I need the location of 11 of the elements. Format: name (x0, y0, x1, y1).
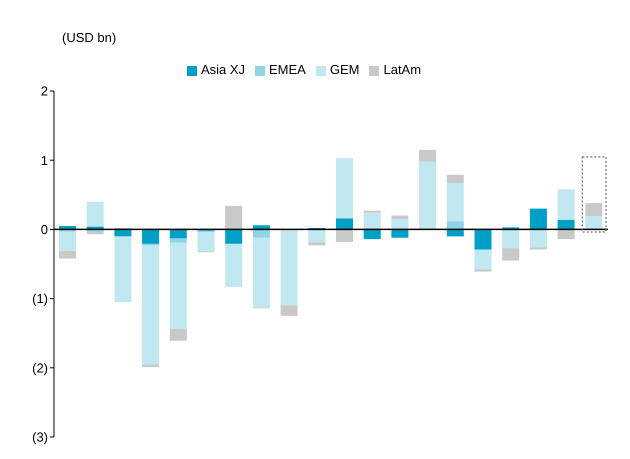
legend-label: LatAm (383, 62, 422, 77)
legend-label: GEM (330, 62, 360, 77)
y-tick-label: (2) (32, 360, 48, 376)
legend-label: Asia XJ (200, 62, 246, 77)
y-tick-label: 2 (40, 84, 48, 99)
y-tick-label: 0 (40, 222, 48, 238)
y-tick-label: 1 (40, 152, 48, 168)
y-axis-title: (USD bn) (62, 30, 116, 45)
y-tick-label: (3) (32, 430, 48, 445)
legend-label: EMEA (269, 62, 306, 77)
y-tick-label: (1) (32, 291, 48, 306)
